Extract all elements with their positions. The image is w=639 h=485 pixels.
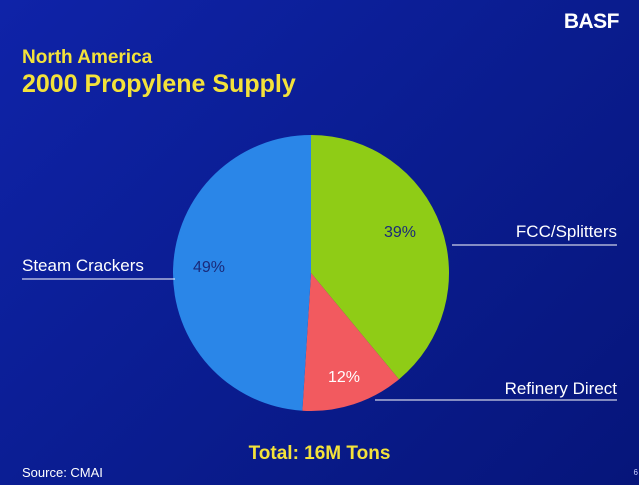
slice-category-label: Steam Crackers (22, 256, 144, 275)
slice-category-label: Refinery Direct (505, 379, 618, 398)
pie-slice-0 (311, 135, 450, 380)
pie-slice-1 (302, 273, 399, 411)
slice-value-label: 49% (193, 259, 225, 276)
chart-subtitle: North America (22, 47, 153, 68)
total-label: Total: 16M Tons (248, 443, 391, 464)
pie-slice-2 (173, 135, 311, 411)
source-note: Source: CMAI (22, 465, 103, 480)
slice-value-label: 12% (328, 369, 360, 386)
chart-title: 2000 Propylene Supply (22, 70, 296, 98)
page-number: 6 (633, 468, 638, 477)
slice-value-label: 39% (384, 224, 416, 241)
basf-logo: BASF (563, 10, 620, 33)
slice-category-label: FCC/Splitters (516, 222, 617, 241)
